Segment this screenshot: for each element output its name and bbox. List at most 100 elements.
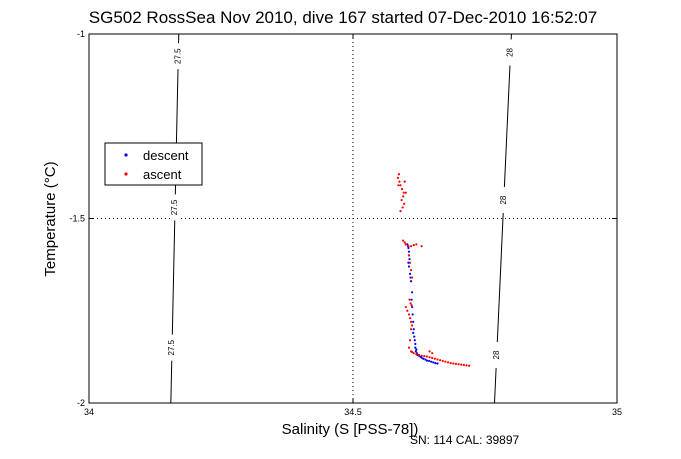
ascent-point: [411, 350, 414, 354]
ascent-point: [397, 173, 401, 176]
isopycnal-label-bg: [505, 39, 516, 66]
isopycnal-label-bg: [167, 334, 178, 361]
ascent-point: [462, 363, 465, 367]
ascent-point: [399, 210, 402, 213]
descent-point: [411, 305, 414, 309]
ascent-point: [407, 346, 411, 349]
descent-point: [412, 328, 415, 331]
y-tick-label: -1.5: [69, 214, 85, 224]
ascent-point: [431, 352, 434, 355]
y-tick-label: -2: [77, 398, 85, 408]
ascent-point: [446, 361, 450, 364]
ascent-point: [409, 302, 412, 305]
ascent-point: [408, 261, 412, 264]
x-tick-label: 34.5: [344, 407, 362, 417]
descent-point: [408, 257, 411, 261]
isopycnal-label: 27.5: [167, 339, 176, 355]
legend-label-descent: descent: [143, 148, 189, 163]
descent-point: [411, 313, 414, 316]
descent-point: [409, 280, 413, 283]
descent-point: [424, 358, 427, 361]
ascent-point: [401, 206, 404, 209]
ascent-point: [408, 317, 412, 320]
legend-marker-descent: [124, 153, 128, 157]
descent-point: [434, 362, 437, 365]
ascent-point: [409, 320, 413, 323]
descent-point: [412, 320, 415, 323]
isopycnal-label: 27.5: [170, 199, 179, 215]
ascent-point: [465, 364, 468, 367]
ascent-point: [409, 269, 413, 272]
isopycnal-label: 27.5: [173, 48, 182, 64]
descent-point: [427, 359, 431, 363]
ascent-point: [399, 184, 402, 187]
isopycnal-label-bg: [491, 342, 502, 369]
x-tick-label: 34: [84, 407, 94, 417]
ascent-point: [415, 353, 418, 356]
descent-point: [407, 265, 411, 268]
legend-box: [104, 142, 203, 186]
descent-point: [420, 356, 423, 359]
ascent-point: [401, 187, 404, 191]
ascent-point: [441, 359, 444, 363]
chart-title: SG502 RossSea Nov 2010, dive 167 started…: [89, 8, 597, 27]
descent-point: [422, 357, 425, 360]
ascent-point: [425, 355, 429, 358]
ascent-point: [433, 357, 436, 360]
y-axis-label: Temperature (°C): [42, 161, 59, 276]
ascent-point: [402, 191, 405, 194]
ascent-point: [460, 363, 463, 366]
ascent-point: [407, 313, 411, 316]
ascent-point: [457, 363, 460, 366]
descent-point: [430, 360, 433, 363]
ascent-point: [403, 241, 406, 244]
descent-point: [407, 246, 410, 250]
descent-point: [408, 272, 412, 275]
ascent-point: [403, 180, 406, 183]
descent-point: [414, 342, 417, 346]
footer-note: SN: 114 CAL: 39897: [410, 433, 520, 447]
ascent-point: [411, 276, 414, 279]
ascent-point: [454, 362, 458, 365]
isopycnal-label: 28: [506, 47, 515, 56]
descent-point: [436, 362, 439, 365]
x-tick-label: 35: [612, 407, 622, 417]
descent-point: [413, 335, 416, 338]
descent-point: [414, 346, 417, 349]
ascent-point: [409, 245, 413, 248]
legend-marker-ascent: [124, 172, 128, 176]
ascent-point: [439, 359, 442, 362]
descent-point: [409, 276, 412, 279]
plot-area: 27.5 27.5 27.5 28 28 28 34 34.5 35 -2 -1.5 -1 descen…: [69, 29, 622, 417]
isopycnal-label: 28: [499, 195, 508, 204]
isopycnal-line: [494, 33, 512, 404]
ascent-point: [468, 364, 471, 367]
ascent-point: [452, 362, 455, 365]
ascent-point: [410, 304, 413, 307]
ascent-point: [407, 254, 411, 257]
ascent-point: [411, 324, 414, 327]
x-axis-label: Salinity (S [PSS-78]): [282, 421, 419, 438]
ascent-point: [412, 352, 415, 355]
ascent-point: [408, 339, 412, 342]
descent-point: [425, 359, 429, 362]
isopycnal-label-bg: [170, 194, 181, 221]
descent-point: [406, 243, 409, 246]
descent-point: [432, 361, 435, 364]
y-tick-label: -1: [77, 29, 85, 39]
ascent-point: [408, 298, 411, 301]
ascent-point: [417, 353, 421, 357]
ascent-point: [402, 195, 405, 198]
ascent-point: [423, 355, 426, 358]
ascent-point: [402, 239, 405, 242]
ascent-point: [398, 180, 401, 183]
isopycnal-label: 28: [492, 350, 501, 359]
ascent-point: [406, 309, 409, 312]
ascent-point: [444, 360, 447, 363]
descent-point: [410, 298, 413, 301]
ascent-point: [420, 354, 423, 357]
ascent-point: [428, 350, 431, 353]
ascent-point: [397, 184, 400, 187]
